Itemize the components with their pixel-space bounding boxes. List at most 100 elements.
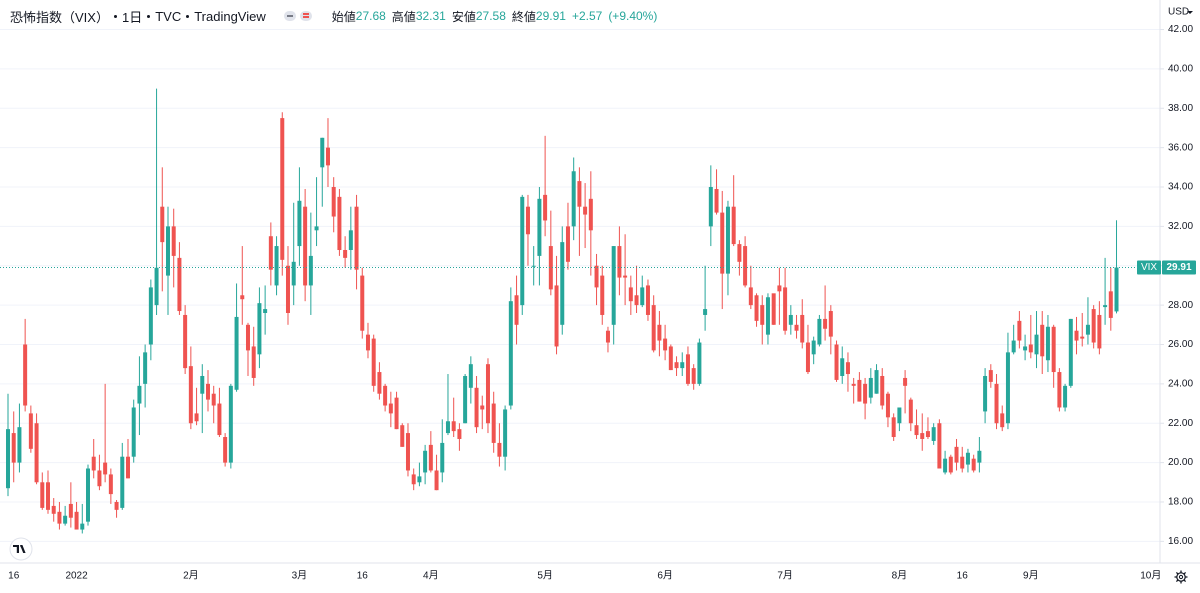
candle-body xyxy=(131,407,136,457)
candle-body xyxy=(228,385,233,463)
low-value: 27.58 xyxy=(475,9,506,23)
x-tick-label: 5月 xyxy=(537,570,553,582)
candle-body xyxy=(331,187,336,217)
close-label: 終値 xyxy=(511,9,536,24)
candle-body xyxy=(560,242,565,325)
candle-body xyxy=(868,377,873,398)
candle-body xyxy=(817,318,822,345)
candle-body xyxy=(805,342,810,373)
candle-body xyxy=(645,285,650,315)
candle-body xyxy=(565,226,570,262)
candle-body xyxy=(628,287,633,302)
exchange: TVC xyxy=(155,8,182,24)
candle-body xyxy=(680,362,685,369)
candle-body xyxy=(1051,326,1056,373)
candle-body xyxy=(931,427,936,441)
y-tick-label: 16.00 xyxy=(1168,536,1193,547)
candle-body xyxy=(91,456,96,471)
candle-body xyxy=(623,275,628,278)
candle-body xyxy=(925,431,930,438)
candle-body xyxy=(554,285,559,347)
separator-dot xyxy=(113,14,117,18)
interval[interactable]: 1日 xyxy=(121,9,143,25)
candle-body xyxy=(1028,344,1033,353)
candle-body xyxy=(1034,334,1039,355)
compare-button[interactable] xyxy=(299,11,312,21)
candle-body xyxy=(828,311,833,337)
candle-body xyxy=(108,474,113,495)
candle-body xyxy=(463,375,468,424)
currency-label[interactable]: USD xyxy=(1168,7,1189,18)
candle-body xyxy=(245,324,250,351)
y-tick-label: 26.00 xyxy=(1168,339,1193,350)
candle-body xyxy=(748,287,753,306)
candle-body xyxy=(943,458,948,473)
legend-header: 恐怖指数（VIX） 1日 TVC TradingView 始値 27.68 高値 3… xyxy=(10,6,658,26)
candle-body xyxy=(1074,330,1079,341)
candle-body xyxy=(103,462,108,475)
candle-body xyxy=(325,147,330,166)
candle-body xyxy=(731,206,736,245)
candle-body xyxy=(188,366,193,424)
candle-body xyxy=(937,423,942,469)
candle-body xyxy=(120,456,125,508)
candle-body xyxy=(74,511,79,530)
candle-body xyxy=(383,385,388,406)
candle-body xyxy=(1063,385,1068,408)
currency-caret[interactable] xyxy=(1187,11,1193,14)
candle-body xyxy=(211,393,216,406)
candle-body xyxy=(508,301,513,406)
candle-body xyxy=(377,372,382,394)
candle-body xyxy=(343,250,348,258)
candle-body xyxy=(440,442,445,473)
candle-body xyxy=(988,370,993,382)
candle-body xyxy=(497,442,502,457)
candle-body xyxy=(600,275,605,315)
candle-body xyxy=(1045,326,1050,361)
candle-body xyxy=(737,244,742,262)
candle-body xyxy=(337,196,342,251)
change: +2.57 xyxy=(571,9,603,23)
candle-body xyxy=(685,354,690,384)
separator-dot xyxy=(147,14,151,18)
change-percent: (+9.40%) xyxy=(608,9,658,23)
candle-body xyxy=(394,397,399,430)
y-tick-label: 36.00 xyxy=(1168,142,1193,153)
candle-body xyxy=(68,503,73,518)
hide-button[interactable] xyxy=(283,11,296,21)
symbol-title[interactable]: 恐怖指数（VIX） xyxy=(10,9,109,25)
candle-body xyxy=(480,405,485,410)
candle-body xyxy=(851,383,856,386)
tv-logo xyxy=(9,537,33,561)
candle-body xyxy=(360,275,365,331)
candle-body xyxy=(577,181,582,207)
high-value: 32.31 xyxy=(415,9,446,23)
x-tick-label: 10月 xyxy=(1140,570,1161,582)
candle-body xyxy=(543,194,548,221)
candle-body xyxy=(783,287,788,331)
candle-body xyxy=(720,212,725,274)
x-tick-label: 8月 xyxy=(892,570,908,582)
candle-body xyxy=(143,352,148,384)
x-tick-label: 2月 xyxy=(183,570,199,582)
candle-body xyxy=(354,206,359,270)
candle-body xyxy=(137,385,142,404)
candle-body xyxy=(388,403,393,414)
settings-icon[interactable] xyxy=(1174,570,1188,584)
candle-body xyxy=(280,118,285,260)
candle-body xyxy=(183,314,188,369)
candle-body xyxy=(417,476,422,483)
candle-body xyxy=(1091,309,1096,343)
candle-body xyxy=(948,456,953,473)
candle-body xyxy=(1108,291,1113,318)
candle-body xyxy=(965,452,970,465)
candle-body xyxy=(308,255,313,286)
candle-body xyxy=(297,200,302,247)
candle-body xyxy=(811,340,816,355)
candle-body xyxy=(154,267,159,306)
candle-body xyxy=(11,433,16,463)
candle-body xyxy=(240,295,245,300)
candle-body xyxy=(423,450,428,473)
candle-body xyxy=(840,358,845,376)
candle-body xyxy=(263,309,268,313)
